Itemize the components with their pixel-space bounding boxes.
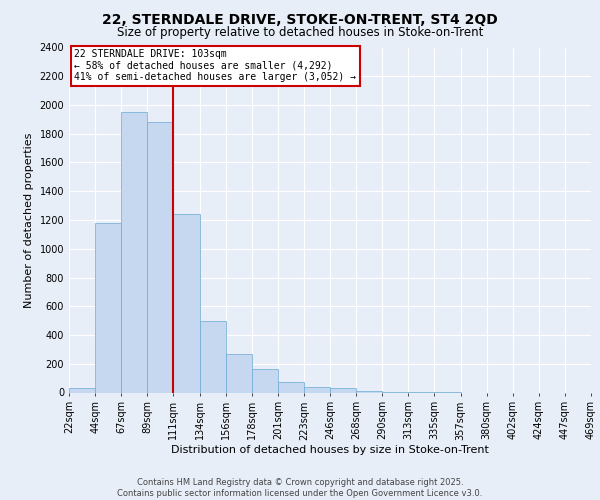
Text: Size of property relative to detached houses in Stoke-on-Trent: Size of property relative to detached ho…	[117, 26, 483, 39]
Bar	[278, 382, 304, 392]
Text: Contains HM Land Registry data © Crown copyright and database right 2025.
Contai: Contains HM Land Registry data © Crown c…	[118, 478, 482, 498]
Bar	[148, 122, 173, 392]
Bar	[95, 223, 121, 392]
X-axis label: Distribution of detached houses by size in Stoke-on-Trent: Distribution of detached houses by size …	[171, 445, 489, 455]
Bar	[69, 388, 95, 392]
Bar	[173, 214, 199, 392]
Text: 22, STERNDALE DRIVE, STOKE-ON-TRENT, ST4 2QD: 22, STERNDALE DRIVE, STOKE-ON-TRENT, ST4…	[102, 12, 498, 26]
Bar	[121, 112, 148, 392]
Bar	[226, 354, 252, 393]
Bar	[304, 388, 330, 392]
Bar	[199, 320, 226, 392]
Bar	[252, 369, 278, 392]
Text: 22 STERNDALE DRIVE: 103sqm
← 58% of detached houses are smaller (4,292)
41% of s: 22 STERNDALE DRIVE: 103sqm ← 58% of deta…	[74, 49, 356, 82]
Bar	[356, 391, 382, 392]
Y-axis label: Number of detached properties: Number of detached properties	[24, 132, 34, 308]
Bar	[330, 388, 356, 392]
